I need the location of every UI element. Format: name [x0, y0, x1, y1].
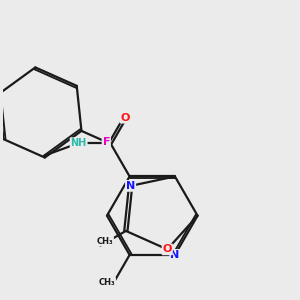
Text: CH₃: CH₃ — [97, 237, 113, 246]
Text: N: N — [170, 250, 179, 260]
Text: N: N — [126, 181, 135, 191]
Text: NH: NH — [70, 138, 87, 148]
Text: CH₃: CH₃ — [99, 278, 115, 287]
Text: F: F — [103, 137, 110, 147]
Text: O: O — [163, 244, 172, 254]
Text: O: O — [120, 112, 130, 123]
